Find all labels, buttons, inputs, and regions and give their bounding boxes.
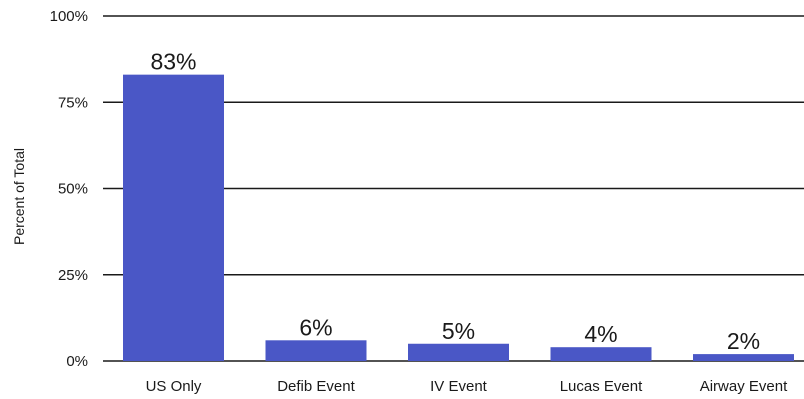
y-tick-label: 100% [50,8,88,25]
bars [123,74,794,362]
data-label: 5% [442,318,475,344]
x-category-label: IV Event [430,378,488,395]
data-label: 83% [150,49,196,75]
bar [123,74,224,362]
y-tick-label: 25% [58,267,88,284]
y-tick-label: 50% [58,181,88,198]
x-category-label: US Only [146,378,202,395]
data-label: 6% [299,314,332,340]
x-category-label: Airway Event [700,378,788,395]
x-axis-categories: US Only Defib Event IV Event Lucas Event Air… [146,378,789,395]
bar [408,343,509,361]
data-label: 4% [584,321,617,347]
bar [265,340,367,361]
data-labels: 83% 6% 5% 4% 2% [150,49,760,354]
bar [550,347,652,361]
y-axis-ticks: 0% 25% 50% 75% 100% [50,8,88,370]
y-axis-title: Percent of Total [11,148,27,245]
x-category-label: Defib Event [277,378,355,395]
y-tick-label: 0% [66,353,88,370]
data-label: 2% [727,328,760,354]
y-tick-label: 75% [58,94,88,111]
x-category-label: Lucas Event [560,378,643,395]
bar [693,354,794,361]
